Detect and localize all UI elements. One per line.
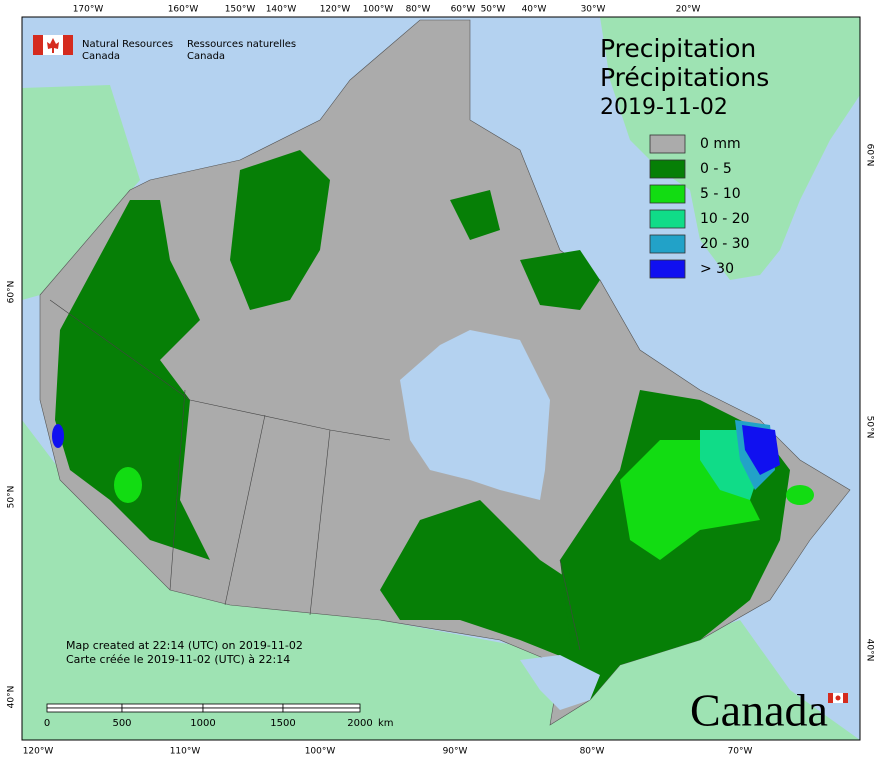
- longitude-label: 140°W: [266, 5, 297, 15]
- wordmark: Canada: [690, 685, 828, 736]
- latitude-label: 40°N: [865, 639, 875, 662]
- precip-west: [55, 200, 210, 560]
- timestamp-note: Map created at 22:14 (UTC) on 2019-11-02: [66, 639, 303, 652]
- precip-ontario: [380, 500, 620, 660]
- agency-logo: [33, 35, 73, 55]
- usa: [22, 420, 860, 740]
- org-name-en: Canada: [82, 51, 120, 62]
- legend-label: > 30: [700, 261, 734, 277]
- precip-nl: [786, 485, 814, 505]
- legend-swatch: [649, 234, 686, 254]
- org-name-fr: Canada: [187, 51, 225, 62]
- scale-label: 0: [44, 718, 50, 729]
- longitude-label: 40°W: [522, 5, 547, 15]
- scale-segment: [202, 703, 284, 709]
- longitude-label: 90°W: [443, 747, 468, 757]
- map-frame: [21, 16, 861, 741]
- org-name-fr: Ressources naturelles: [187, 39, 296, 50]
- legend-label: 0 mm: [700, 136, 741, 152]
- scale-segment: [46, 703, 123, 709]
- scale-bar: 0 500 1000 1500 2000 km: [44, 703, 394, 729]
- org-name-en: Natural Resources: [82, 39, 173, 50]
- legend-label: 10 - 20: [700, 211, 750, 227]
- scale-label: 1500: [270, 718, 295, 729]
- precip-bc: [114, 467, 142, 503]
- great-lakes: [520, 655, 600, 710]
- longitude-label: 150°W: [225, 5, 256, 15]
- legend-swatch: [649, 209, 686, 229]
- legend: 0 mm 0 - 5 5 - 10 10 - 20 20 - 30 > 30: [649, 134, 750, 279]
- scale-unit: km: [378, 718, 394, 729]
- flag-bar: [828, 693, 833, 703]
- greenland: [600, 17, 860, 280]
- scale-label: 500: [112, 718, 131, 729]
- latitude-label: 60°N: [865, 144, 875, 167]
- longitude-label: 160°W: [168, 5, 199, 15]
- longitude-label: 70°W: [728, 747, 753, 757]
- longitude-label: 80°W: [580, 747, 605, 757]
- longitude-label: 100°W: [305, 747, 336, 757]
- legend-label: 0 - 5: [700, 161, 732, 177]
- map-area: [21, 16, 861, 741]
- longitude-label: 170°W: [73, 5, 104, 15]
- flag-bar: [843, 693, 848, 703]
- latitude-label: 60°N: [7, 281, 17, 304]
- precip-baffin: [520, 250, 600, 310]
- legend-swatch: [649, 159, 686, 179]
- longitude-label: 110°W: [170, 747, 201, 757]
- legend-label: 20 - 30: [700, 236, 750, 252]
- province-borders: [224, 414, 266, 606]
- precip-arctic: [450, 190, 500, 240]
- wordmark-flag: [828, 693, 848, 703]
- longitude-label: 30°W: [581, 5, 606, 15]
- scale-segment: [282, 703, 361, 709]
- province-borders: [559, 559, 581, 651]
- latitude-label: 50°N: [865, 416, 875, 439]
- longitude-label: 80°W: [406, 5, 431, 15]
- latitude-label: 40°N: [7, 686, 17, 709]
- scale-segment: [121, 707, 204, 713]
- longitude-label: 60°W: [451, 5, 476, 15]
- precip-north: [230, 150, 330, 310]
- longitude-label: 100°W: [363, 5, 394, 15]
- scale-label: 2000: [347, 718, 372, 729]
- hudson-bay: [400, 330, 550, 500]
- scale-segment: [46, 707, 123, 713]
- scale-segment: [121, 703, 204, 709]
- scale-label: 1000: [190, 718, 215, 729]
- province-borders: [309, 429, 331, 616]
- maple-leaf: [835, 695, 841, 701]
- province-borders: [49, 299, 391, 441]
- longitude-label: 120°W: [23, 747, 54, 757]
- legend-label: 5 - 10: [700, 186, 741, 202]
- title: 2019-11-02: [600, 95, 728, 120]
- alaska: [22, 85, 140, 300]
- legend-swatch: [649, 184, 686, 204]
- maple-leaf: [47, 38, 59, 53]
- scale-segment: [202, 707, 284, 713]
- legend-swatch: [649, 259, 686, 279]
- longitude-label: 20°W: [676, 5, 701, 15]
- legend-swatch: [649, 134, 686, 154]
- flag-bar: [33, 35, 43, 55]
- flag-bar: [63, 35, 73, 55]
- precip-coast: [52, 424, 64, 448]
- longitude-label: 50°W: [481, 5, 506, 15]
- precip-over-30: [742, 425, 780, 475]
- timestamp-note: Carte créée le 2019-11-02 (UTC) à 22:14: [66, 653, 290, 666]
- scale-segment: [282, 707, 361, 713]
- province-borders: [169, 389, 186, 591]
- latitude-label: 50°N: [7, 486, 17, 509]
- longitude-label: 120°W: [320, 5, 351, 15]
- title: Precipitation: [600, 34, 756, 63]
- title: Précipitations: [600, 63, 769, 92]
